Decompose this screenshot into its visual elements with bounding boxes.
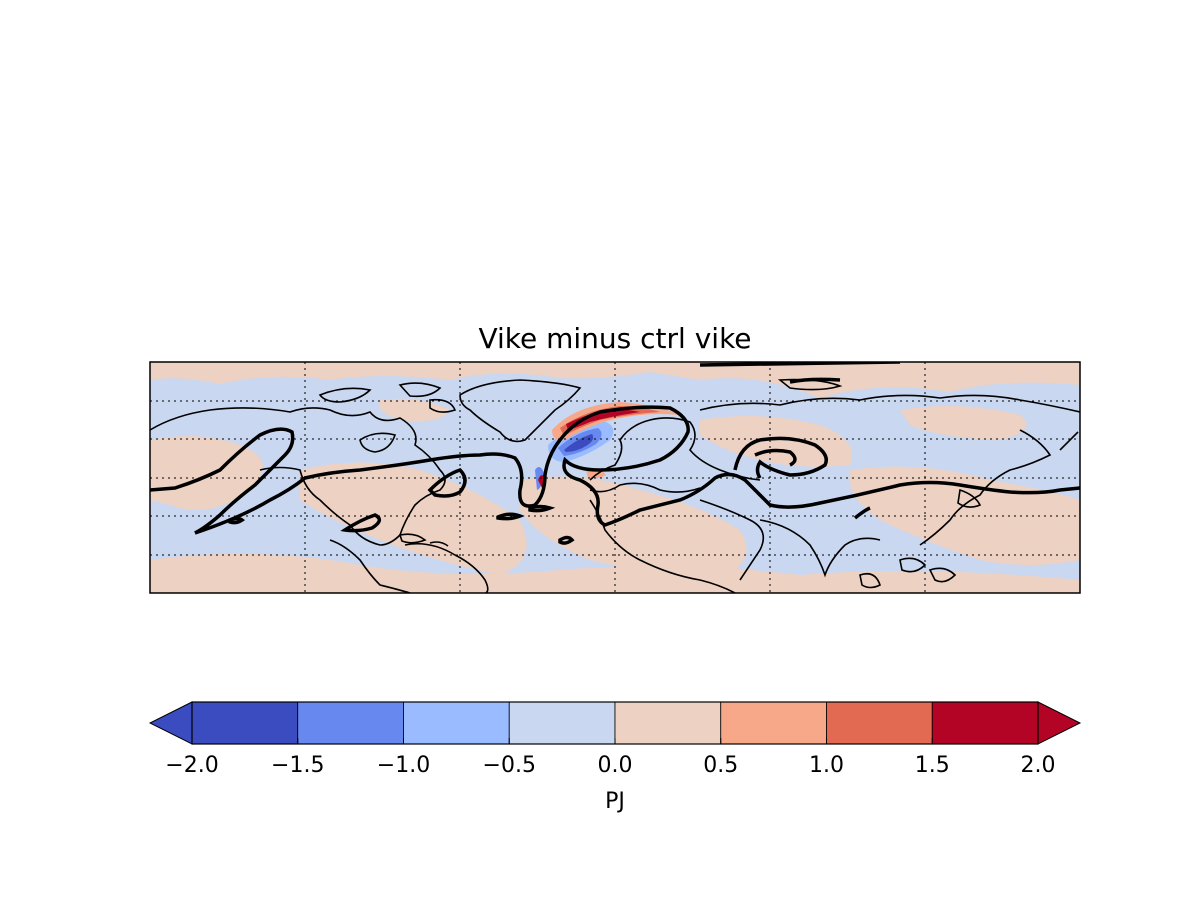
colorbar-tick-label: −0.5	[483, 753, 536, 778]
colorbar-segment	[931, 701, 1039, 745]
colorbar-segment	[508, 701, 616, 745]
map-panel	[150, 362, 1080, 593]
colorbar-extend-low	[148, 701, 193, 745]
colorbar-segment	[403, 701, 510, 745]
colorbar-extend-high	[1037, 701, 1082, 745]
map-frame	[149, 361, 1081, 594]
colorbar-tick-label: 0.0	[598, 753, 633, 778]
colorbar-tick-label: −1.0	[377, 753, 430, 778]
colorbar-tick-label: 1.5	[915, 753, 950, 778]
colorbar-segment	[720, 701, 827, 745]
colorbar-segment	[614, 701, 722, 745]
colorbar: −2.0 −1.5 −1.0 −0.5 0.0 0.5 1.0 1.5 2.0	[148, 701, 1082, 778]
colorbar-tick-label: 1.0	[809, 753, 844, 778]
colorbar-tick-label: −1.5	[271, 753, 324, 778]
colorbar-segment	[826, 701, 933, 745]
colorbar-tick-label: −2.0	[165, 753, 218, 778]
colorbar-tick-label: 0.5	[703, 753, 738, 778]
colorbar-tick-label: 2.0	[1021, 753, 1056, 778]
chart-title: Vike minus ctrl vike	[478, 322, 752, 355]
colorbar-label: PJ	[605, 789, 625, 814]
colorbar-segment	[191, 701, 299, 745]
colorbar-segment	[297, 701, 404, 745]
gridlines	[150, 362, 1080, 593]
